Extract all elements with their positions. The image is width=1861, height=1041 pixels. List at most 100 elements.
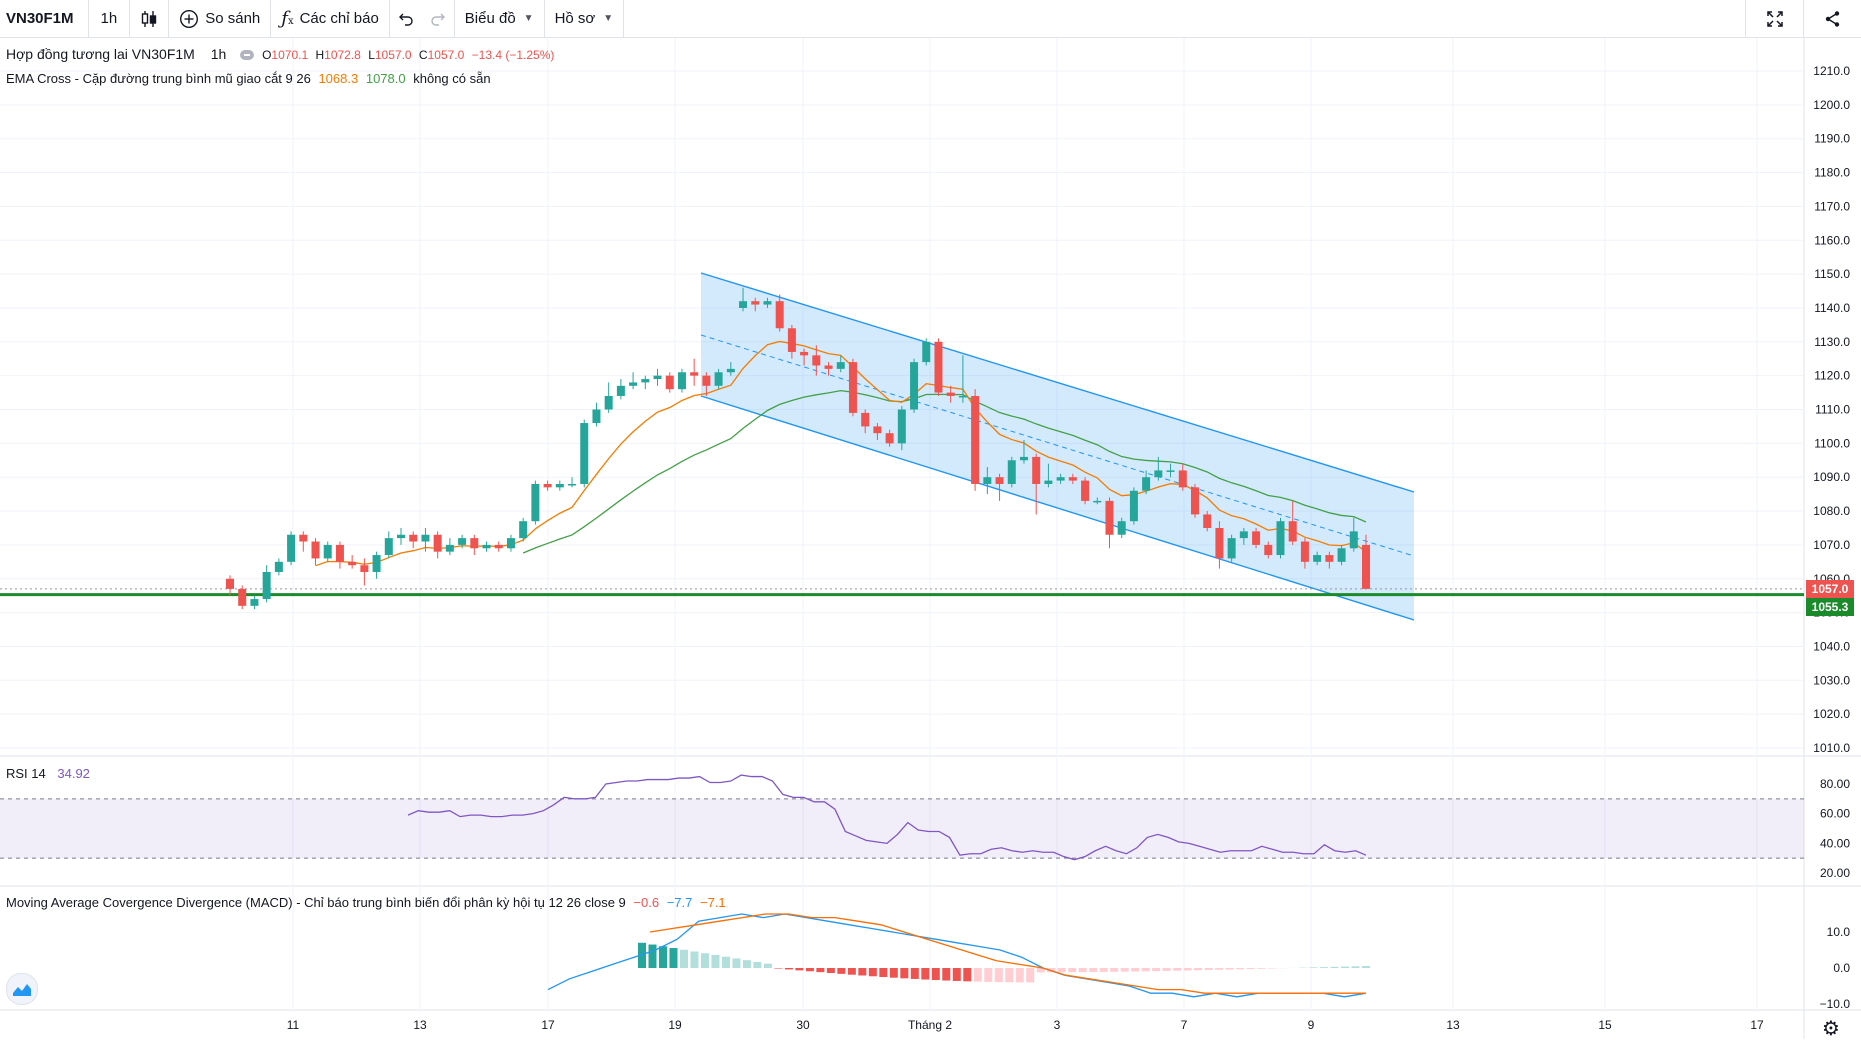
time-tick-label: 19 <box>668 1018 682 1032</box>
redo-button[interactable] <box>422 0 455 38</box>
profile-menu-button[interactable]: Hồ sơ ▼ <box>545 0 625 38</box>
candle-body <box>800 352 808 355</box>
share-button[interactable] <box>1803 0 1861 38</box>
candle-body <box>825 365 833 368</box>
macd-histogram-bar <box>848 968 856 975</box>
compare-label: So sánh <box>205 10 260 27</box>
macd-histogram-bar <box>1058 968 1066 972</box>
price-tick-label: 1030.0 <box>1813 673 1850 687</box>
macd-histogram-bar <box>858 968 866 975</box>
candle-body <box>226 579 234 589</box>
candle-body <box>324 545 332 559</box>
macd-histogram-bar <box>1184 968 1192 971</box>
candle-body <box>812 355 820 365</box>
rsi-legend: RSI 14 34.92 <box>6 766 94 781</box>
macd-histogram-bar <box>1100 968 1108 972</box>
candle-body <box>397 535 405 538</box>
candle-body <box>1154 470 1162 477</box>
price-tick-label: 1110.0 <box>1815 403 1850 417</box>
candle-body <box>788 328 796 352</box>
chart-canvas[interactable]: 1210.01200.01190.01180.01170.01160.01150… <box>0 38 1861 1039</box>
chart-style-button[interactable] <box>130 0 169 38</box>
indicators-button[interactable]: ƒx Các chỉ báo <box>271 0 390 38</box>
chart-menu-button[interactable]: Biểu đồ ▼ <box>455 0 545 38</box>
price-tick-label: 1040.0 <box>1813 639 1850 653</box>
macd-histogram-bar <box>690 951 698 968</box>
candle-body <box>446 545 454 552</box>
candle-body <box>1325 555 1333 562</box>
price-tick-label: 1190.0 <box>1814 132 1850 146</box>
macd-histogram-bar <box>795 968 803 970</box>
candle-body <box>776 301 784 328</box>
macd-histogram-bar <box>711 955 719 968</box>
time-tick-label: 13 <box>1446 1018 1460 1032</box>
price-tick-label: 1080.0 <box>1813 504 1850 518</box>
gear-icon[interactable]: ⚙ <box>1822 1016 1840 1041</box>
macd-histogram-bar <box>1205 968 1213 970</box>
ema-slow-value: 1078.0 <box>366 71 406 86</box>
ema-fast-value: 1068.3 <box>318 71 358 86</box>
candle-body <box>1130 491 1138 521</box>
macd-histogram-bar <box>1247 968 1255 969</box>
candle-body <box>1179 470 1187 487</box>
candle-body <box>1081 481 1089 501</box>
candle-body <box>1069 477 1077 480</box>
hide-series-icon[interactable] <box>240 50 254 60</box>
macd-histogram-bar <box>1026 968 1034 982</box>
fullscreen-icon <box>1766 10 1784 28</box>
rsi-tick-label: 40.00 <box>1820 836 1850 850</box>
macd-histogram-bar <box>984 968 992 982</box>
macd-histogram-bar <box>743 960 751 968</box>
candle-body <box>837 362 845 369</box>
fullscreen-button[interactable] <box>1745 0 1803 38</box>
candle-body <box>373 555 381 572</box>
candle-body <box>873 426 881 433</box>
candle-body <box>1118 521 1126 535</box>
macd-histogram-bar <box>1016 968 1024 982</box>
tradingview-logo[interactable] <box>6 973 38 1005</box>
price-tick-label: 1010.0 <box>1813 741 1850 755</box>
macd-histogram-bar <box>1226 968 1234 970</box>
compare-button[interactable]: So sánh <box>169 0 271 38</box>
macd-histogram-bar <box>900 968 908 978</box>
macd-histogram-bar <box>1152 968 1160 971</box>
macd-histogram-bar <box>932 968 940 980</box>
share-icon <box>1824 10 1842 28</box>
high-label: H <box>315 48 324 62</box>
candle-body <box>336 545 344 562</box>
macd-histogram-bar <box>1110 968 1118 972</box>
interval-button[interactable]: 1h <box>89 0 131 38</box>
rsi-tick-label: 80.00 <box>1820 777 1850 791</box>
undo-button[interactable] <box>390 0 422 38</box>
candle-body <box>1228 538 1236 558</box>
candle-body <box>1289 521 1297 541</box>
candle-body <box>1313 555 1321 562</box>
time-tick-label: 3 <box>1054 1018 1061 1032</box>
candle-body <box>898 410 906 444</box>
chevron-down-icon: ▼ <box>603 13 613 24</box>
candle-body <box>715 372 723 386</box>
candle-body <box>971 396 979 484</box>
macd-histogram-bar <box>680 950 688 968</box>
candle-body <box>299 535 307 542</box>
ohlc-values: O1070.1 H1072.8 L1057.0 C1057.0 −13.4 (−… <box>262 48 558 62</box>
macd-histogram-bar <box>1310 967 1318 968</box>
time-tick-label: 9 <box>1308 1018 1315 1032</box>
price-tick-label: 1180.0 <box>1814 166 1850 180</box>
macd-line-value: −7.7 <box>667 895 693 910</box>
macd-histogram-bar <box>1121 968 1129 972</box>
series-name: Hợp đồng tương lai VN30F1M <box>6 46 195 62</box>
candle-body <box>519 521 527 538</box>
macd-tick-label: 10.0 <box>1827 925 1851 939</box>
time-tick-label: 7 <box>1181 1018 1188 1032</box>
plus-circle-icon <box>179 9 199 29</box>
macd-histogram-bar <box>1331 967 1339 968</box>
macd-histogram-bar <box>890 968 898 978</box>
macd-histogram-bar <box>921 968 929 980</box>
candle-body <box>1338 548 1346 562</box>
candle-body <box>654 376 662 379</box>
symbol-search-button[interactable]: VN30F1M <box>0 0 89 38</box>
candle-body <box>1350 531 1358 548</box>
low-label: L <box>368 48 375 62</box>
macd-histogram-bar <box>816 968 824 972</box>
